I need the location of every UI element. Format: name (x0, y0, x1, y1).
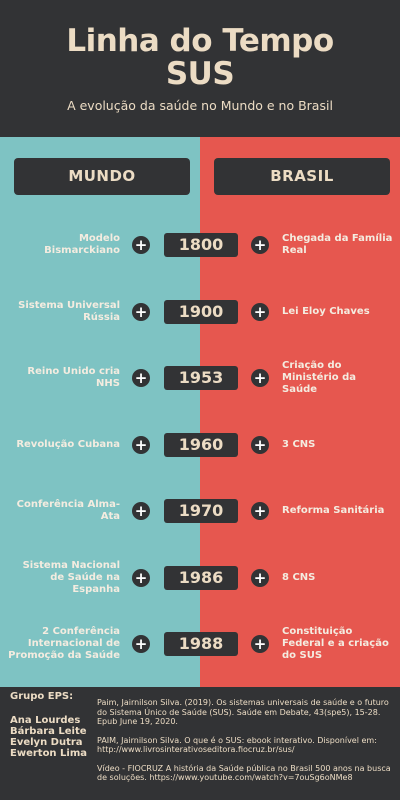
year-badge: 1960 (164, 433, 238, 457)
year-badge: 1986 (164, 566, 238, 590)
plus-icon: + (251, 569, 269, 587)
mundo-column-background (0, 137, 200, 687)
plus-icon: + (132, 369, 150, 387)
brasil-event: 8 CNS (282, 572, 316, 583)
header: Linha do Tempo SUS A evolução da saúde n… (0, 0, 400, 137)
brasil-event: Constituição Federal e a criação do SUS (282, 626, 389, 661)
year-badge: 1953 (164, 366, 238, 390)
member-name: Evelyn Dutra (10, 737, 83, 748)
group-title: Grupo EPS: (10, 691, 74, 702)
page-title: Linha do Tempo SUS (0, 25, 400, 91)
brasil-column-background (200, 137, 400, 687)
group-members: Ana Lourdes Bárbara Leite Evelyn Dutra E… (10, 715, 87, 759)
reference-item: Paim, Jairnilson Silva. (2019). Os siste… (97, 698, 389, 726)
timeline-row: Modelo Bismarckiano +1800 + Chegada da Famí… (0, 225, 400, 265)
reference-item: Vídeo - FIOCRUZ A história da Saúde públ… (97, 763, 391, 783)
plus-icon: + (132, 635, 150, 653)
member-name: Ewerton Lima (10, 748, 88, 759)
plus-icon: + (132, 569, 150, 587)
mundo-event: 2 Conferência Internacional de Promoção … (8, 626, 120, 661)
timeline-row: Conferência Alma-Ata +1970 + Reforma Sanitá… (0, 491, 400, 531)
reference-item: PAIM, Jairnilson Silva. O que é o SUS: e… (97, 735, 377, 755)
mundo-event: Sistema Nacional de Saúde na Espanha (22, 560, 120, 595)
plus-icon: + (251, 369, 269, 387)
plus-icon: + (132, 236, 150, 254)
brasil-event: Reforma Sanitária (282, 505, 385, 516)
title-line-2: SUS (165, 56, 235, 92)
mundo-event: Sistema Universal Rússia (18, 300, 120, 323)
plus-icon: + (251, 502, 269, 520)
brasil-event: 3 CNS (282, 439, 316, 450)
plus-icon: + (251, 635, 269, 653)
member-name: Bárbara Leite (10, 726, 87, 737)
timeline-row: Sistema Nacional de Saúde na Espanha +198… (0, 558, 400, 598)
plus-icon: + (132, 303, 150, 321)
brasil-column-header: BRASIL (214, 158, 390, 195)
year-badge: 1988 (164, 632, 238, 656)
mundo-column-header: MUNDO (14, 158, 190, 195)
timeline-row: Reino Unido cria NHS +1953 + Criação do Min… (0, 358, 400, 398)
footer: Grupo EPS: Ana Lourdes Bárbara Leite Eve… (0, 687, 400, 800)
brasil-event: Lei Eloy Chaves (282, 306, 370, 317)
plus-icon: + (251, 436, 269, 454)
brasil-event: Chegada da Família Real (282, 233, 393, 256)
plus-icon: + (132, 436, 150, 454)
year-badge: 1900 (164, 300, 238, 324)
timeline-row: 2 Conferência Internacional de Promoção … (0, 624, 400, 664)
plus-icon: + (251, 236, 269, 254)
year-badge: 1800 (164, 233, 238, 257)
mundo-event: Revolução Cubana (16, 439, 120, 450)
timeline-row: Sistema Universal Rússia +1900 + Lei Eloy C… (0, 292, 400, 332)
page-subtitle: A evolução da saúde no Mundo e no Brasil (67, 98, 333, 113)
plus-icon: + (251, 303, 269, 321)
year-badge: 1970 (164, 499, 238, 523)
references: Paim, Jairnilson Silva. (2019). Os siste… (97, 698, 397, 792)
title-line-1: Linha do Tempo (66, 23, 334, 59)
mundo-event: Reino Unido cria NHS (27, 366, 120, 389)
brasil-event: Criação do Ministério da Saúde (282, 360, 357, 395)
plus-icon: + (132, 502, 150, 520)
mundo-event: Modelo Bismarckiano (44, 233, 120, 256)
timeline-row: Revolução Cubana +1960 +3 CNS (0, 425, 400, 465)
member-name: Ana Lourdes (10, 715, 81, 726)
mundo-event: Conferência Alma-Ata (16, 499, 120, 522)
